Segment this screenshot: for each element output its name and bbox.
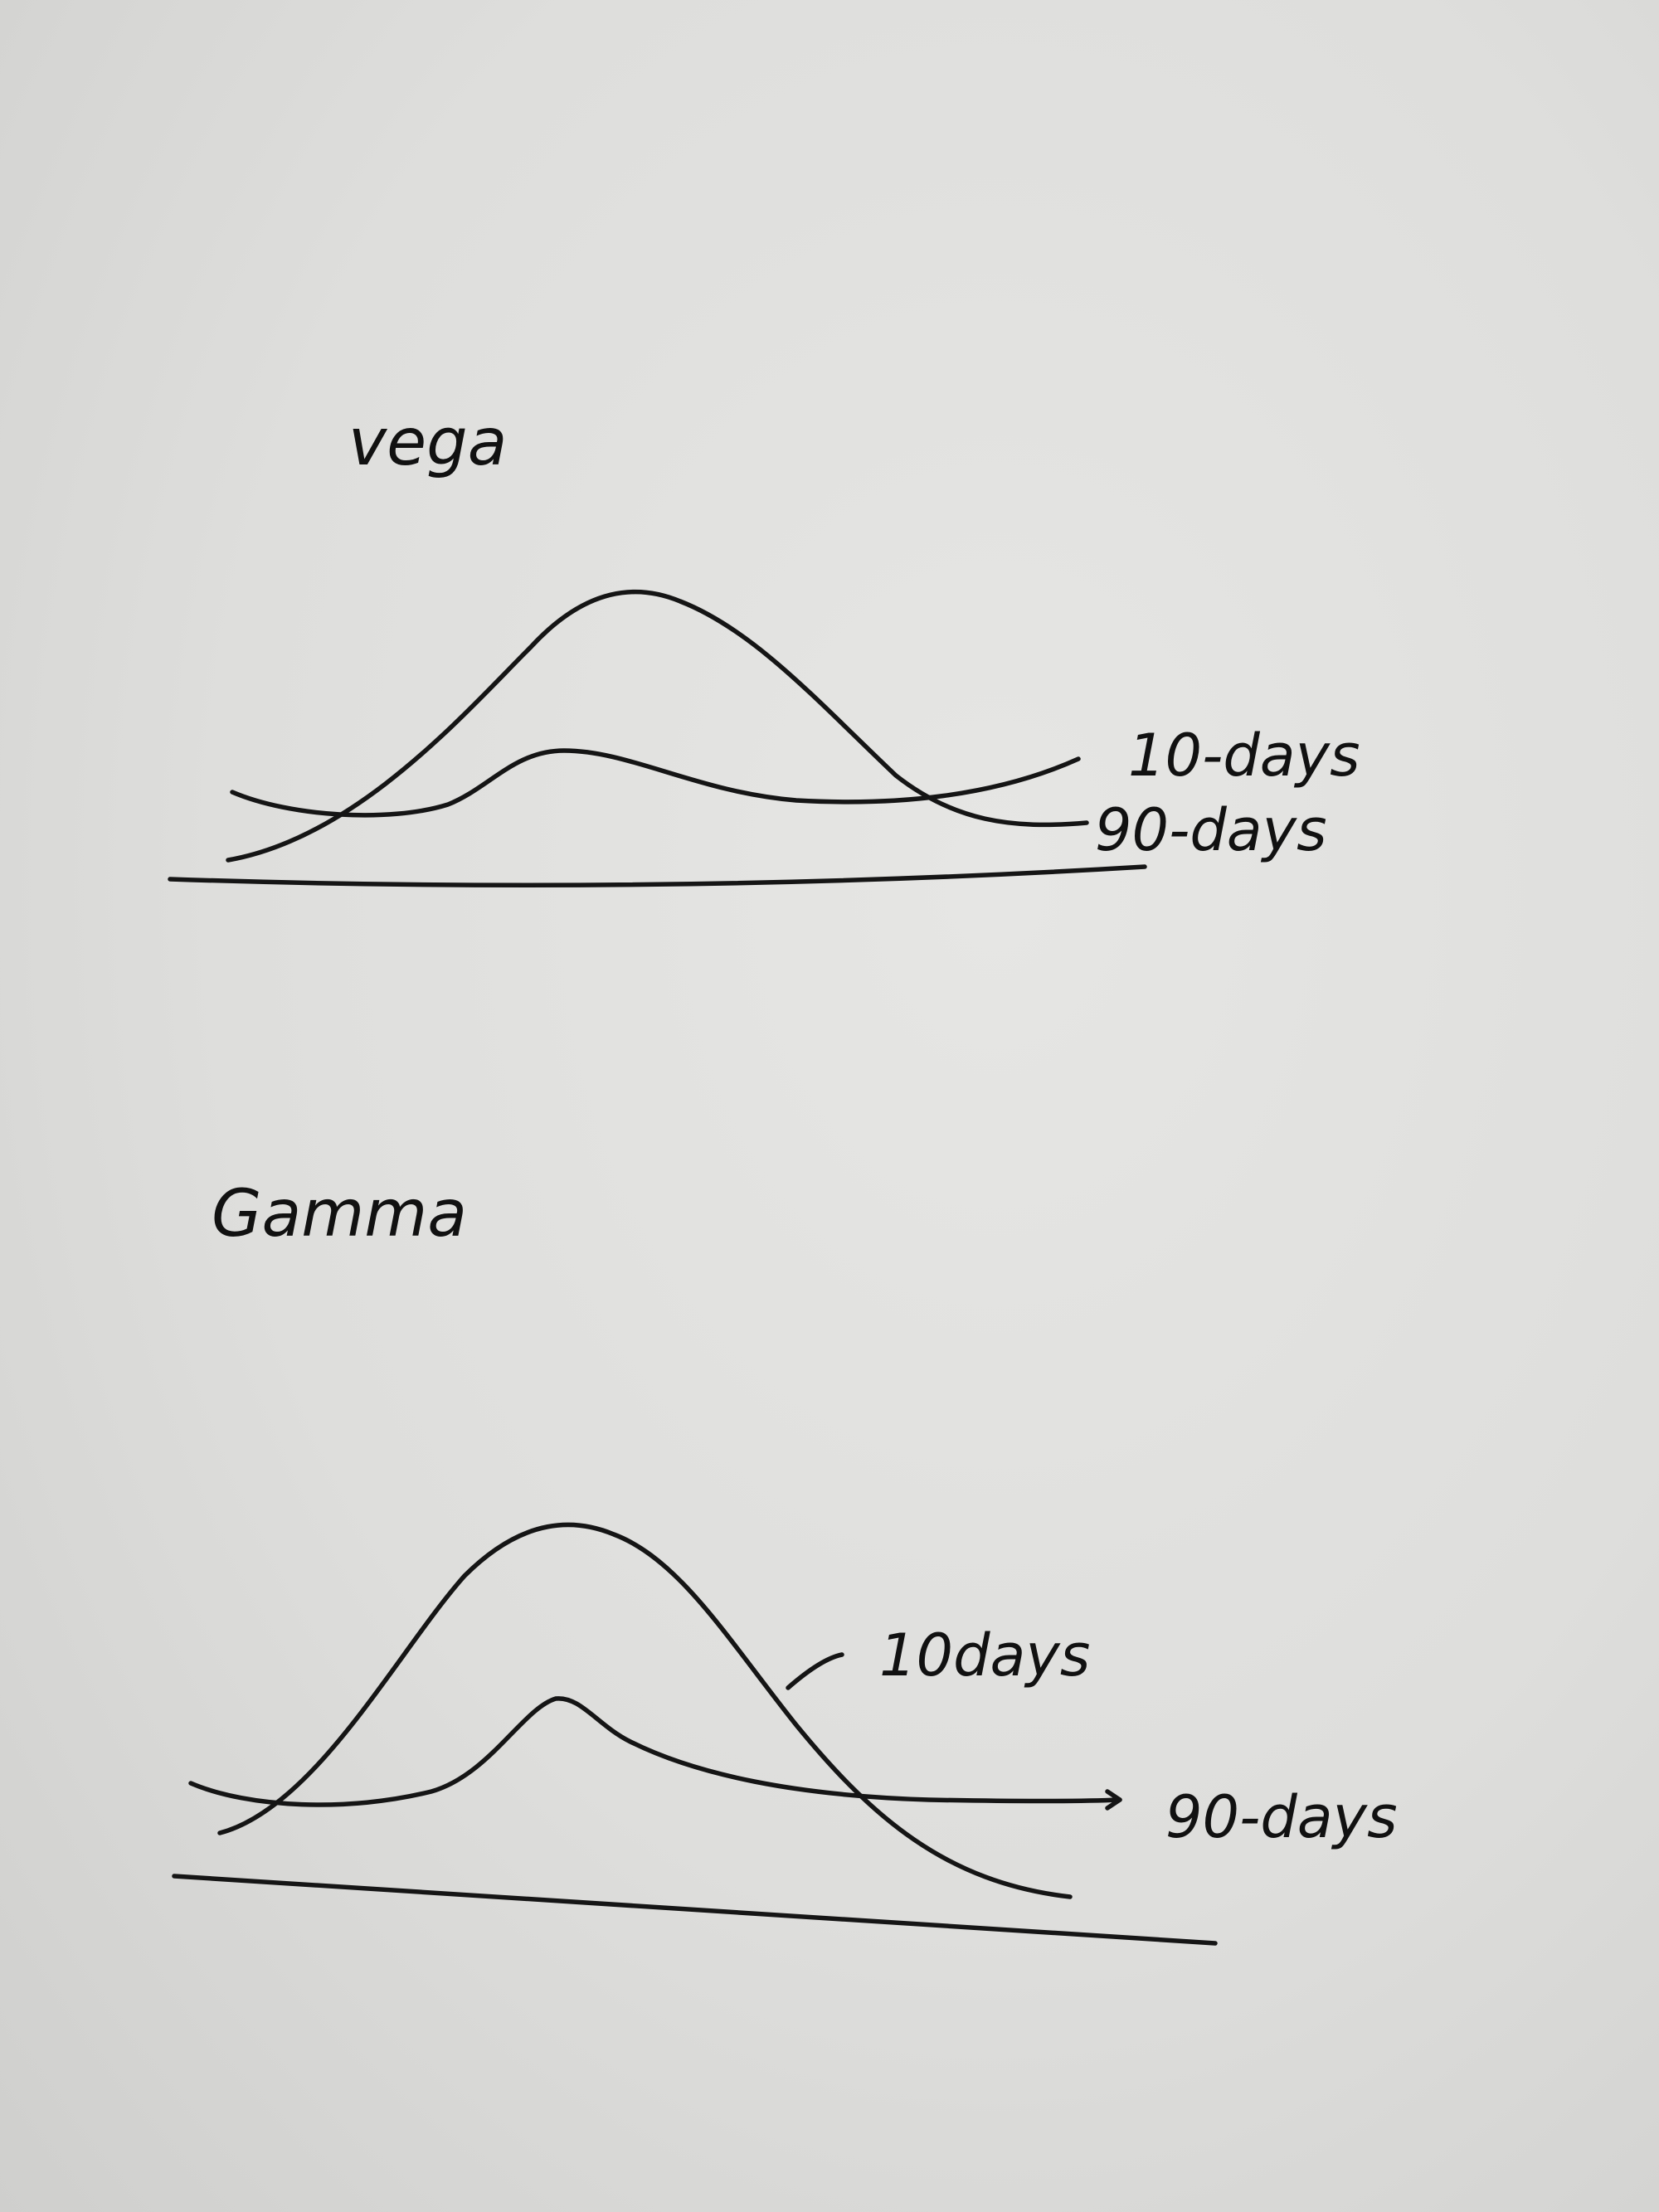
gamma-label-10days: 10days [879, 1621, 1090, 1689]
gamma-curve-90-days [188, 1696, 1122, 1807]
vega-curve-10-days [226, 589, 1089, 863]
gamma-curve-10-days [217, 1522, 1073, 1899]
vega-label-90-days: 90-days [1095, 796, 1327, 864]
gamma-arrowhead [1105, 1789, 1122, 1811]
vega-label-10-days: 10-days [1128, 722, 1360, 790]
gamma-baseline [172, 1874, 1218, 1946]
vega-title: vega [348, 406, 507, 480]
gamma-label-90-days: 90-days [1165, 1783, 1398, 1851]
vega-baseline [168, 864, 1147, 888]
gamma-pointer [786, 1652, 844, 1690]
vega-panel: vega 10-days 90-days [168, 406, 1360, 888]
gamma-title: Gamma [212, 1177, 467, 1252]
gamma-panel: Gamma 10days 90-days [172, 1177, 1398, 1946]
vega-curve-90-days [230, 748, 1081, 818]
